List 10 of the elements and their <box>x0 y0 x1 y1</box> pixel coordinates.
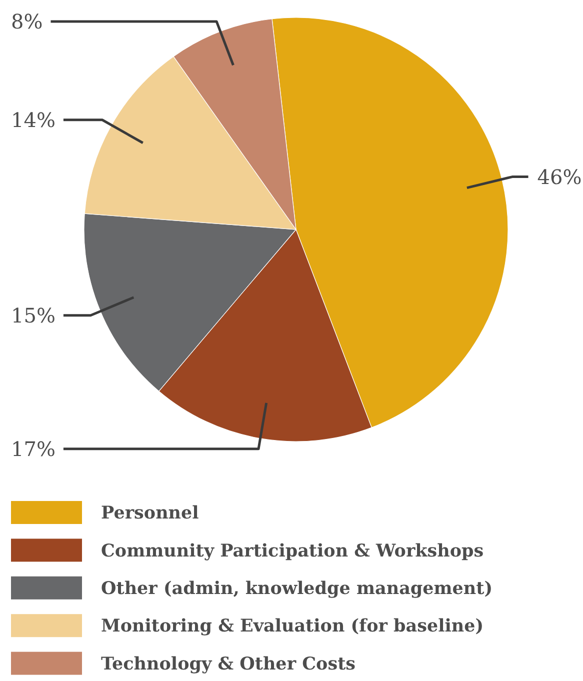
legend-label: Other (admin, knowledge management) <box>101 579 493 600</box>
data-label: 17% <box>11 436 56 461</box>
legend-label: Community Participation & Workshops <box>101 541 484 562</box>
data-label: 15% <box>11 303 56 328</box>
data-label: 8% <box>11 10 43 34</box>
data-label: 46% <box>537 164 582 189</box>
legend-label: Personnel <box>101 504 200 524</box>
data-label: 14% <box>11 108 56 132</box>
legend-label: Monitoring & Evaluation (for baseline) <box>101 616 484 637</box>
legend-label: Technology & Other Costs <box>101 654 356 674</box>
